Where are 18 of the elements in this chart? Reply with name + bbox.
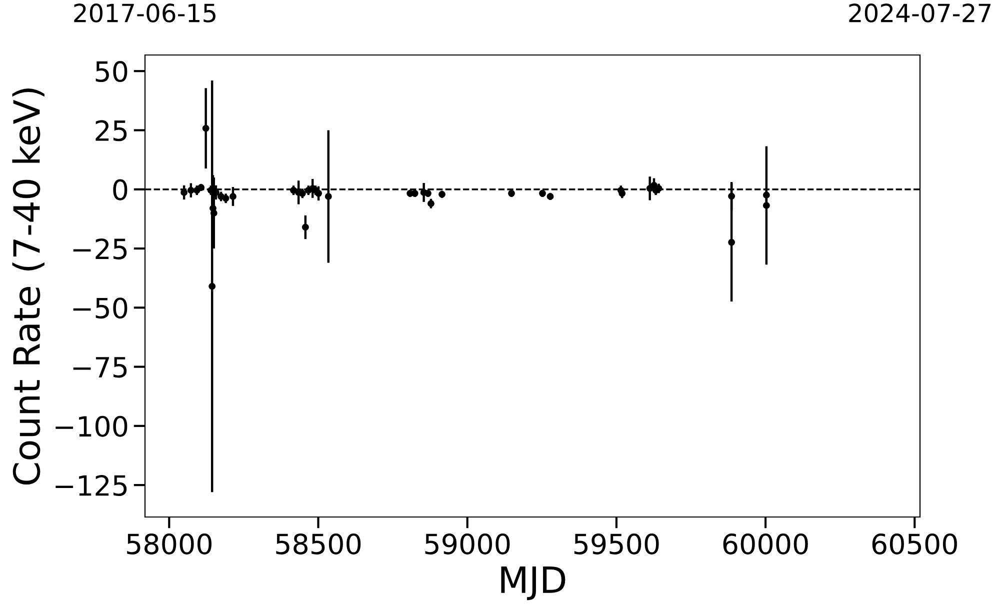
y-tick-label: −125 xyxy=(56,475,127,496)
x-tick-label: 59500 xyxy=(574,533,659,554)
y-tick-label: −25 xyxy=(73,238,127,260)
x-tick-label: 58500 xyxy=(276,533,361,554)
x-tick-label: 60500 xyxy=(872,533,957,554)
y-tick-label: −75 xyxy=(73,357,127,378)
x-tick-label: 60000 xyxy=(723,533,808,554)
y-tick-label: −50 xyxy=(73,298,128,319)
y-axis-title: Count Rate (7-40 keV) xyxy=(12,88,44,485)
y-tick-label: 50 xyxy=(96,61,128,82)
text: 2017-06-15 xyxy=(74,4,216,22)
y-tick-label: 25 xyxy=(96,120,127,142)
y-tick-label: 0 xyxy=(113,179,128,200)
x-tick-label: 58000 xyxy=(127,533,212,554)
text: 2024-07-27 xyxy=(849,4,991,22)
y-tick-label: −100 xyxy=(56,416,128,437)
x-axis-title: MJD xyxy=(501,566,566,600)
x-tick-label: 59000 xyxy=(425,533,510,554)
